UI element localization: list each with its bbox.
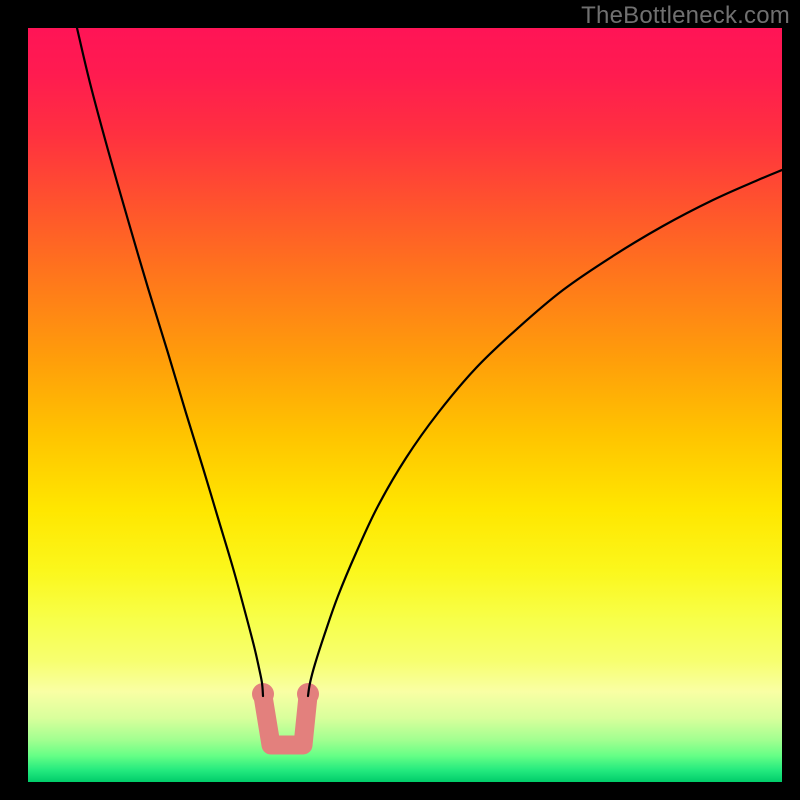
watermark-text: TheBottleneck.com [581,2,790,30]
plot-area [28,28,782,782]
chart-svg [28,28,782,782]
chart-container: TheBottleneck.com [0,0,800,800]
gradient-background [28,28,782,782]
